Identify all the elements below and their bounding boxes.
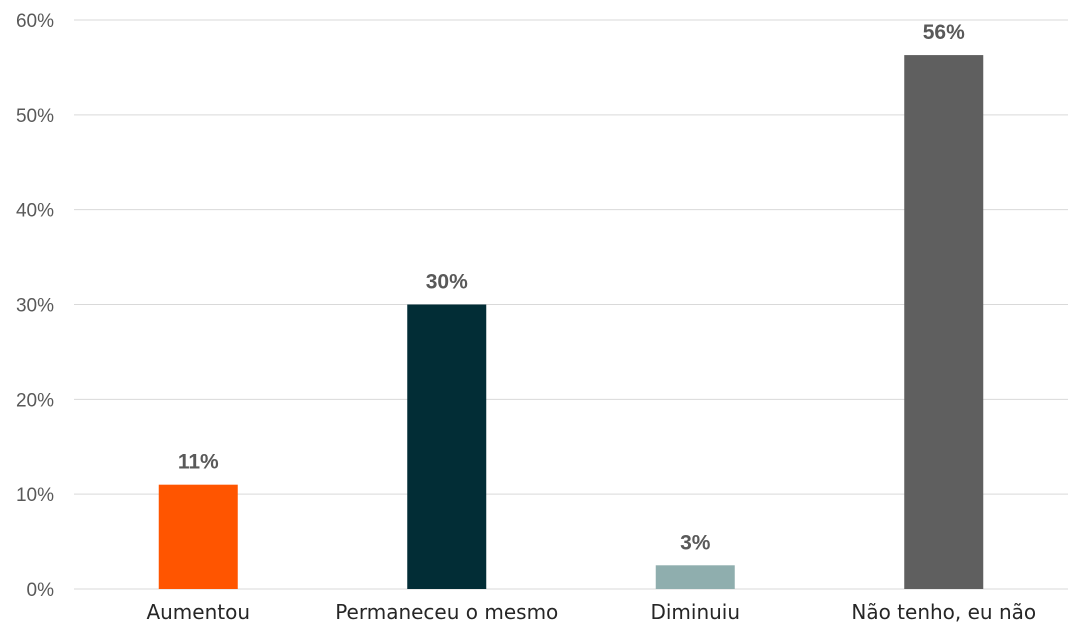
data-label: 11% bbox=[178, 451, 219, 474]
y-tick-label: 0% bbox=[27, 580, 55, 601]
data-label: 56% bbox=[923, 21, 965, 44]
x-category-label: Não tenho, eu não bbox=[851, 600, 1036, 624]
bar bbox=[158, 484, 238, 589]
y-tick-label: 40% bbox=[16, 201, 54, 222]
y-tick-label: 10% bbox=[16, 485, 54, 506]
y-axis-tick-labels: 0% 10% 20% 30% 40% 50% 60% bbox=[16, 11, 54, 601]
bar bbox=[904, 55, 984, 590]
x-category-label: Aumentou bbox=[146, 600, 250, 624]
data-label: 30% bbox=[426, 271, 468, 294]
data-labels: 11% 30% 3% 56% bbox=[178, 21, 965, 554]
bars bbox=[158, 55, 984, 590]
bar bbox=[407, 304, 487, 589]
bar bbox=[655, 565, 735, 589]
y-tick-label: 60% bbox=[16, 11, 54, 32]
x-axis-category-labels: Aumentou Permaneceu o mesmo Diminuiu Não te… bbox=[146, 600, 1036, 624]
gridlines bbox=[74, 19, 1068, 590]
y-tick-label: 20% bbox=[16, 390, 54, 411]
data-label: 3% bbox=[680, 531, 711, 554]
x-category-label: Diminuiu bbox=[650, 600, 740, 624]
x-category-label: Permaneceu o mesmo bbox=[335, 600, 558, 624]
y-tick-label: 50% bbox=[16, 106, 54, 127]
y-tick-label: 30% bbox=[16, 296, 54, 317]
